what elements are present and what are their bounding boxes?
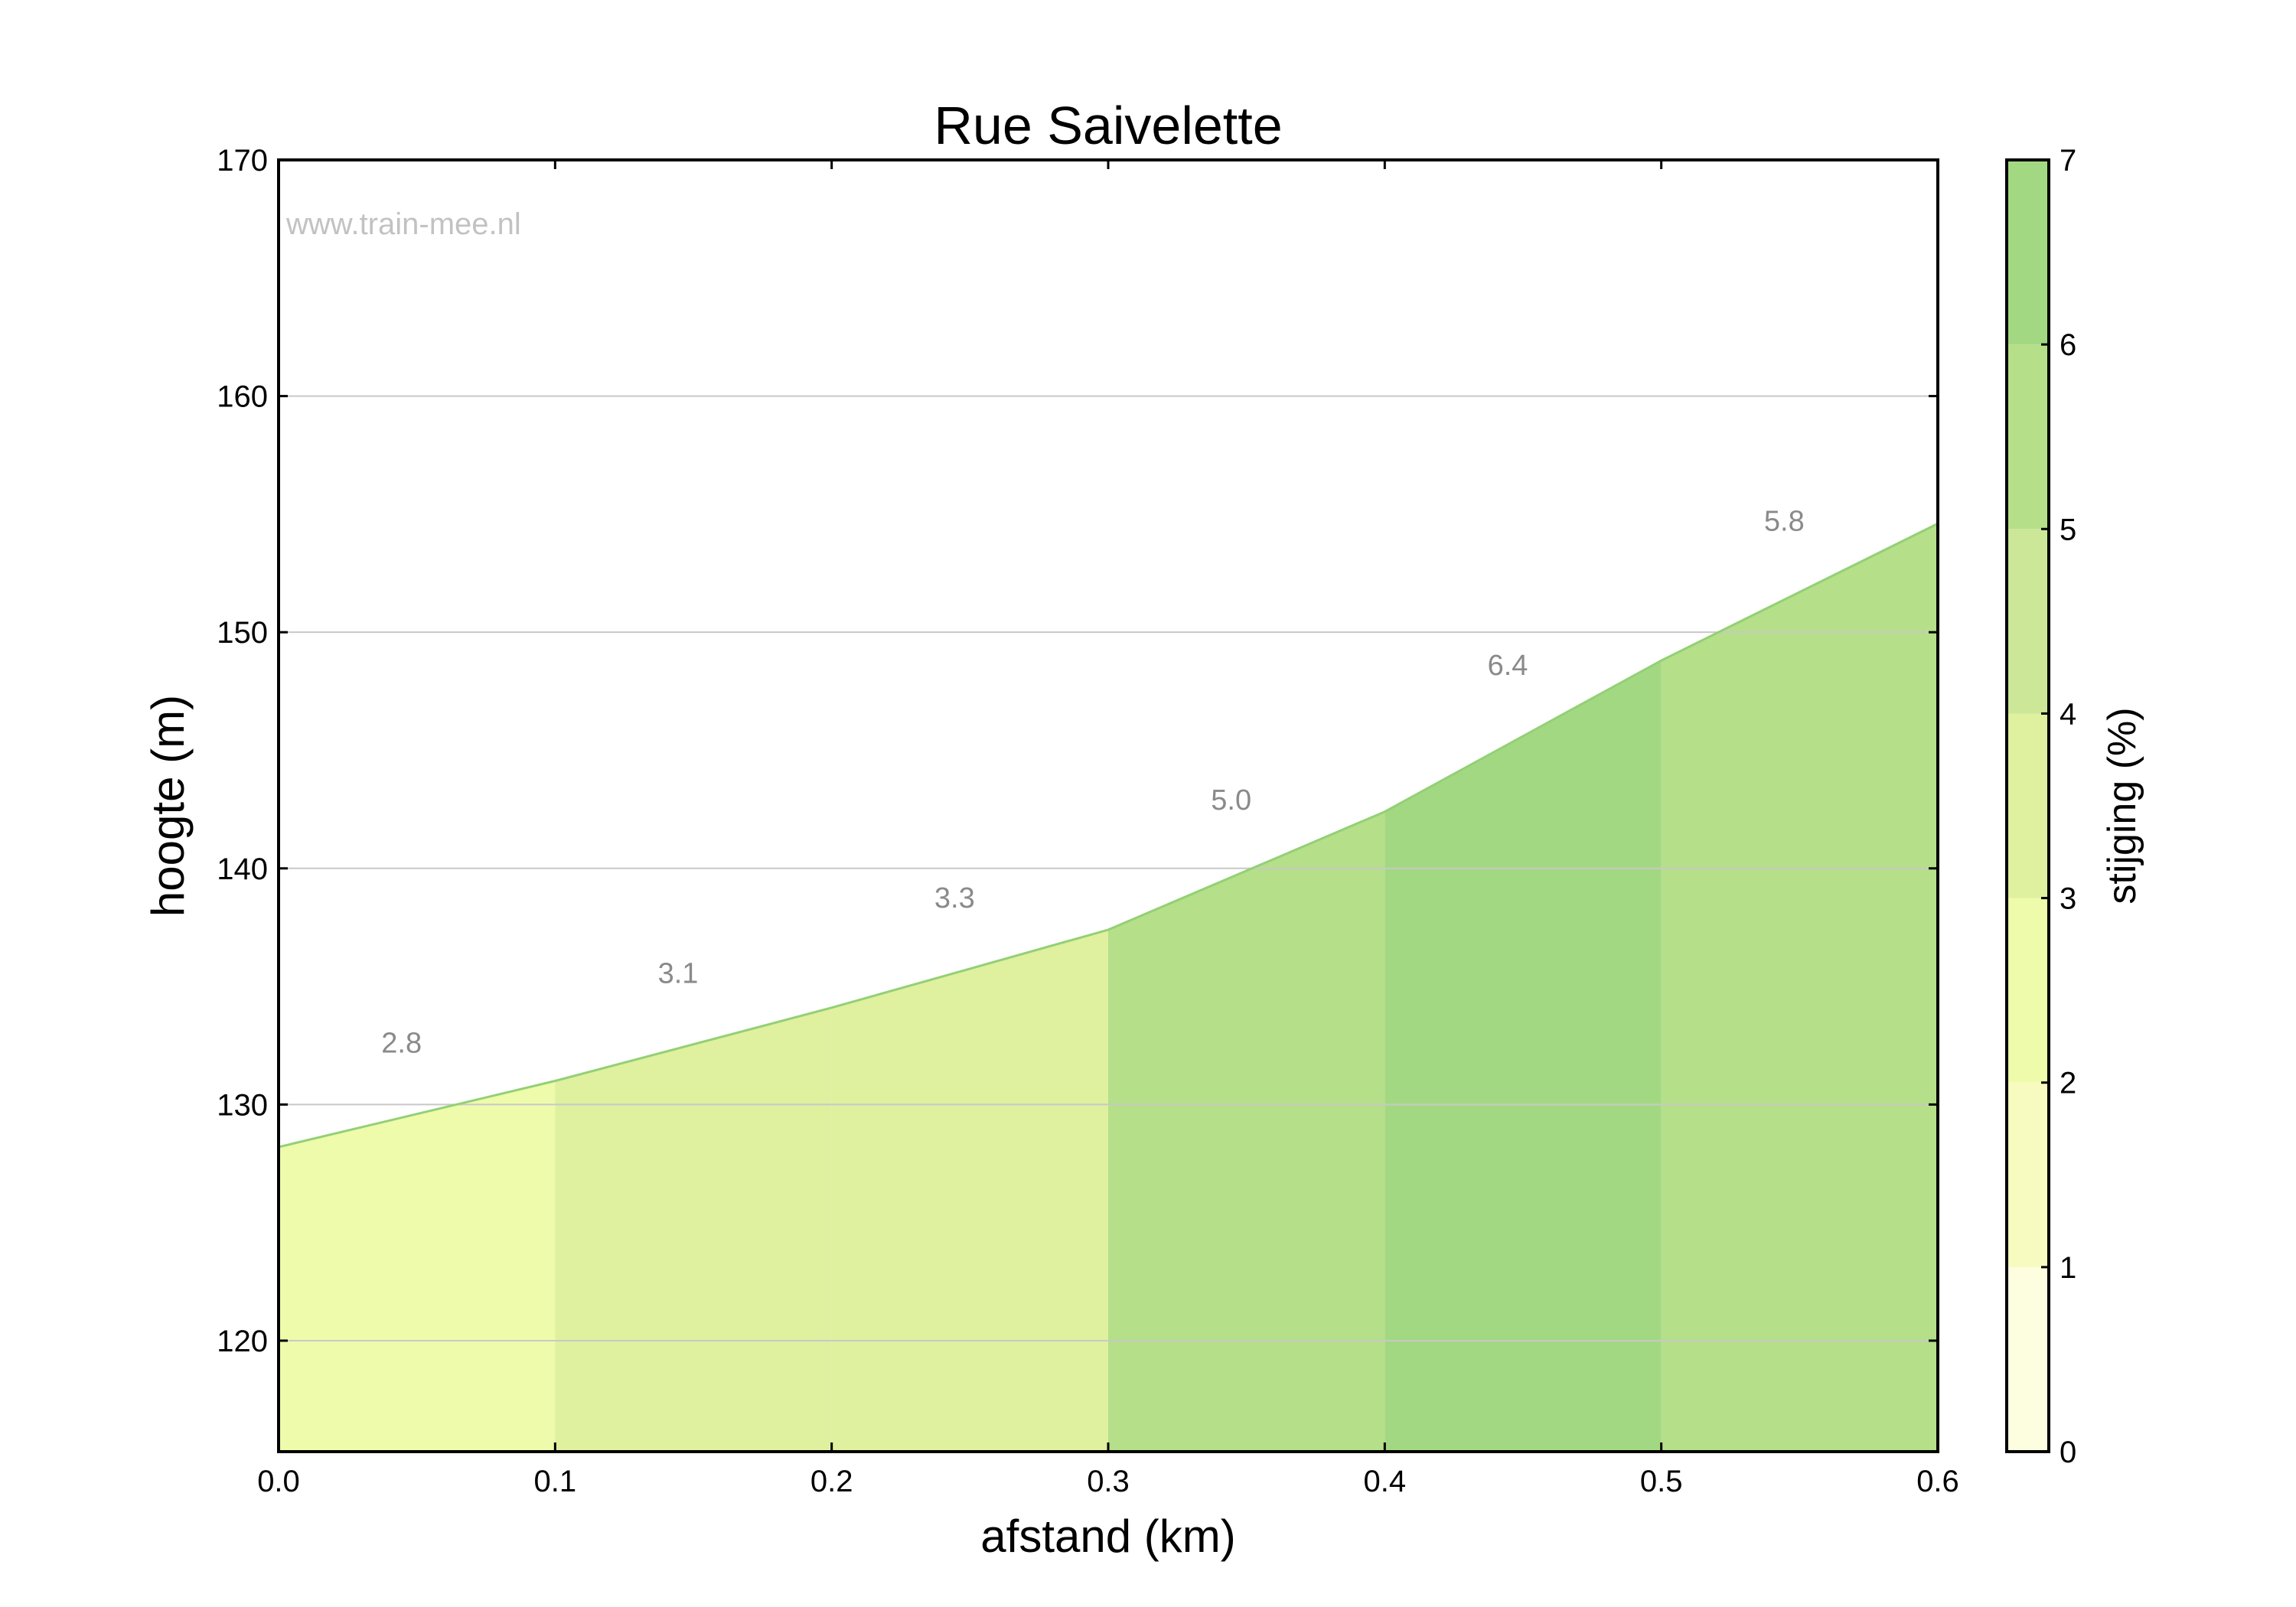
y-tick-label-5: 170: [217, 144, 268, 178]
grade-label-4: 6.4: [1488, 650, 1528, 682]
x-tick-label-2: 0.2: [810, 1465, 853, 1498]
y-tick-label-3: 150: [217, 616, 268, 650]
colorbar-tick-label-3: 3: [2060, 882, 2076, 916]
colorbar-tick-label-2: 2: [2060, 1067, 2076, 1100]
colorbar-band-0: [2007, 1266, 2049, 1452]
colorbar-tick-label-5: 5: [2060, 513, 2076, 546]
y-tick-label-0: 120: [217, 1325, 268, 1358]
y-tick-label-1: 130: [217, 1088, 268, 1122]
colorbar-band-6: [2007, 160, 2049, 345]
x-tick-label-0: 0.0: [257, 1465, 300, 1498]
x-tick-label-6: 0.6: [1916, 1465, 1959, 1498]
colorbar-tick-label-7: 7: [2060, 144, 2076, 178]
segment-area-4: [1384, 660, 1662, 1452]
grade-label-5: 5.8: [1764, 506, 1805, 538]
colorbar-band-4: [2007, 529, 2049, 714]
colorbar-tick-label-1: 1: [2060, 1251, 2076, 1285]
x-axis-title: afstand (km): [980, 1511, 1235, 1562]
colorbar-tick-label-6: 6: [2060, 328, 2076, 362]
colorbar-band-5: [2007, 344, 2049, 530]
colorbar-band-1: [2007, 1082, 2049, 1267]
colorbar-band-2: [2007, 898, 2049, 1083]
grade-label-3: 5.0: [1211, 784, 1251, 817]
segment-area-1: [555, 1007, 832, 1452]
x-tick-label-1: 0.1: [534, 1465, 577, 1498]
profile-line: [278, 522, 1939, 1149]
grade-label-0: 2.8: [381, 1028, 422, 1060]
y-axis-title: hoogte (m): [142, 695, 194, 917]
grade-label-1: 3.1: [658, 958, 699, 990]
x-tick-label-4: 0.4: [1364, 1465, 1407, 1498]
x-tick-label-5: 0.5: [1640, 1465, 1683, 1498]
segment-area-3: [1108, 811, 1385, 1452]
colorbar-frame: [2005, 158, 2050, 1453]
colorbar-title: stijging (%): [2100, 707, 2144, 904]
colorbar-tick-label-0: 0: [2060, 1436, 2076, 1469]
chart-title: Rue Saivelette: [934, 96, 1282, 155]
segment-area-5: [1661, 523, 1938, 1452]
grade-label-2: 3.3: [934, 882, 975, 914]
y-tick-label-4: 160: [217, 380, 268, 414]
watermark-text: www.train-mee.nl: [285, 207, 521, 241]
y-tick-label-2: 140: [217, 852, 268, 886]
x-tick-label-3: 0.3: [1087, 1465, 1130, 1498]
colorbar-band-3: [2007, 713, 2049, 898]
segment-area-0: [279, 1081, 556, 1452]
colorbar-tick-label-4: 4: [2060, 697, 2076, 731]
segment-area-2: [831, 930, 1108, 1452]
